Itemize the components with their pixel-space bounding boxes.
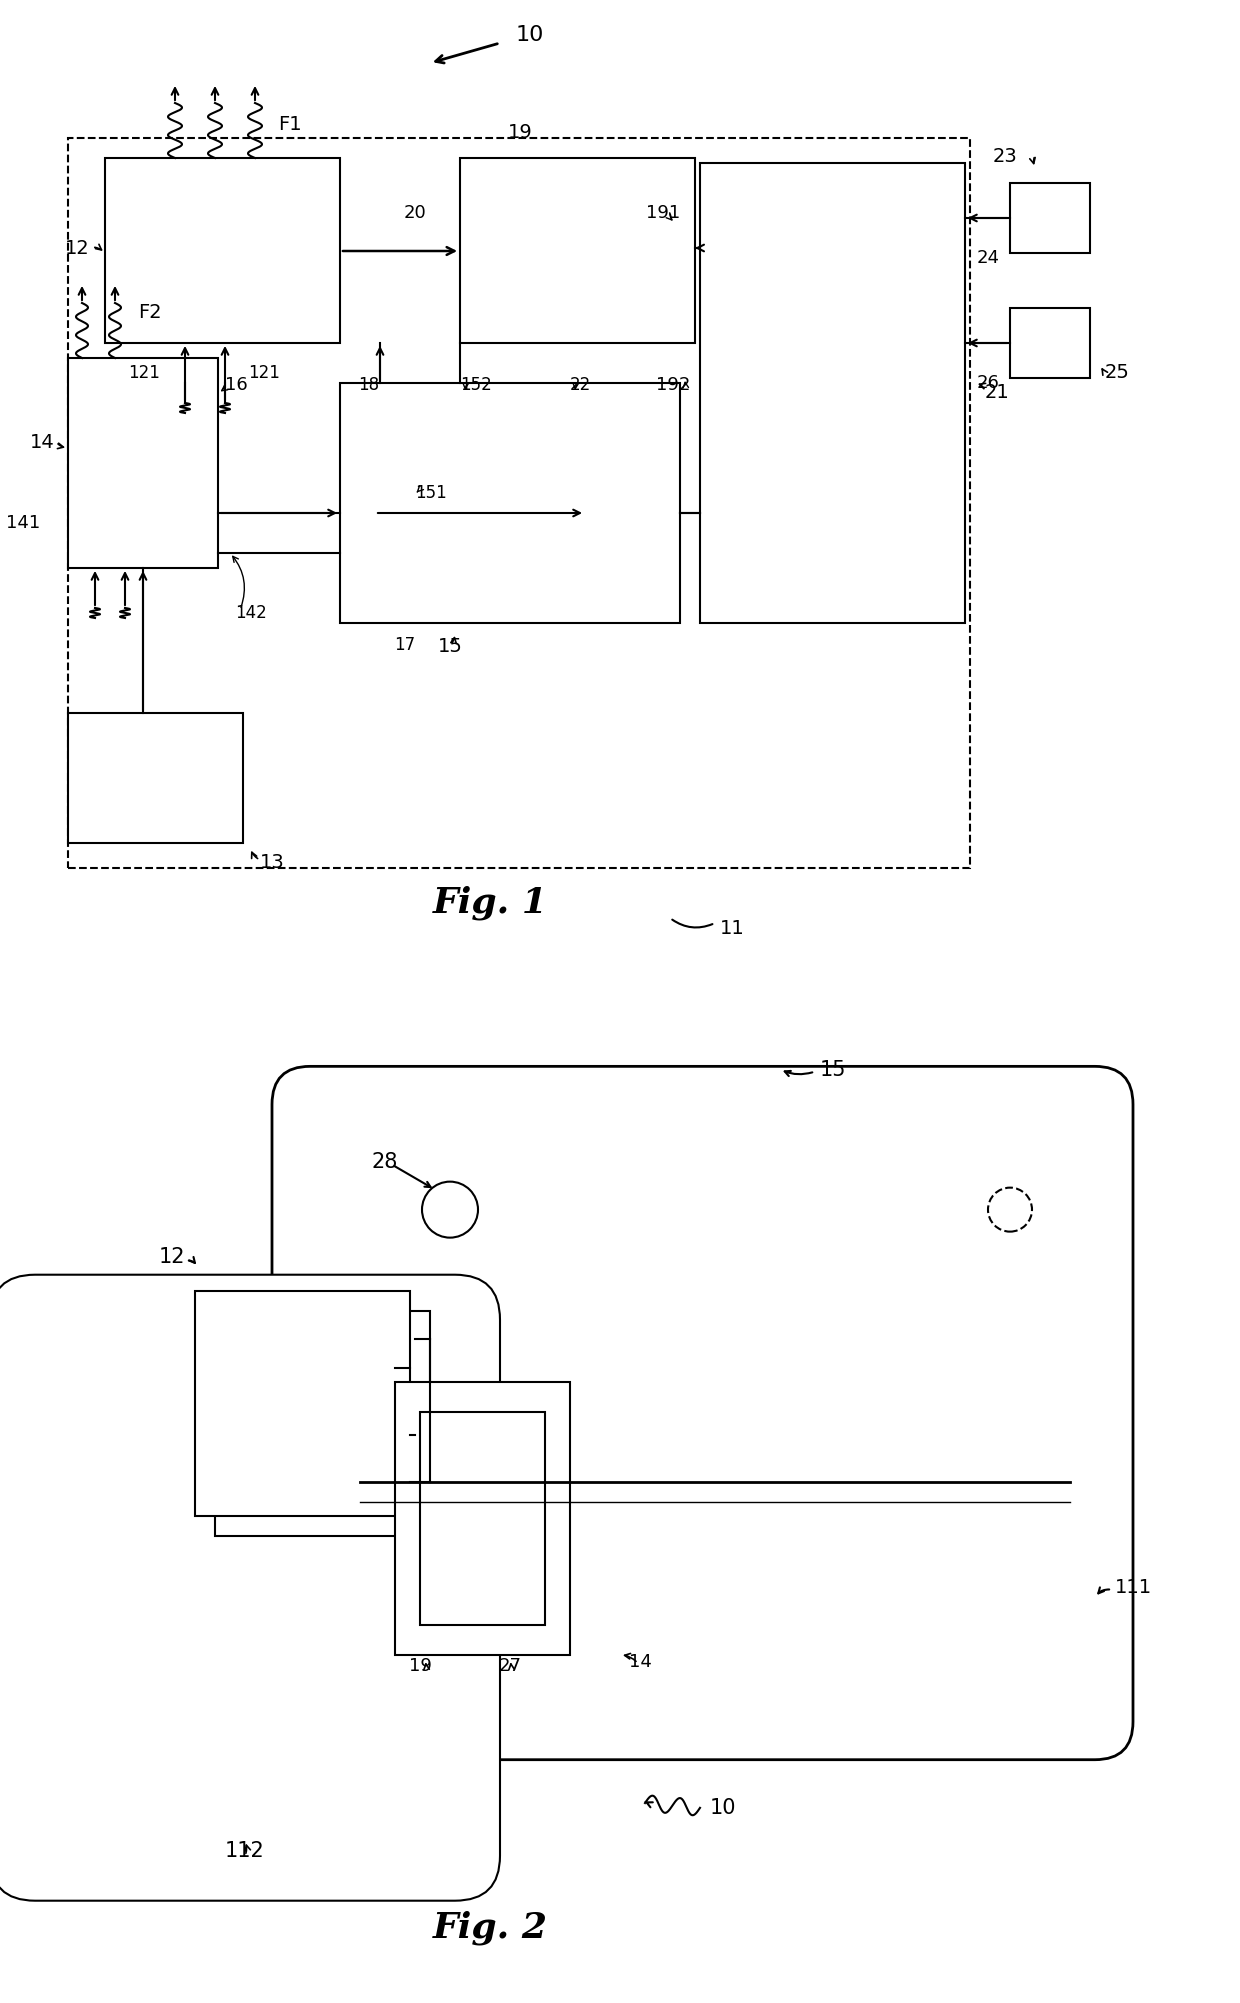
Text: 10: 10 [711,1799,737,1819]
Bar [105,158,340,343]
Text: 152: 152 [460,377,492,395]
Text: 27: 27 [498,1656,522,1675]
Bar [420,1412,546,1624]
Circle shape [422,1182,477,1238]
Text: 28: 28 [372,1152,398,1172]
Text: 12: 12 [66,238,91,258]
Text: 142: 142 [236,605,267,623]
Text: 22: 22 [570,377,591,395]
Bar [68,359,218,569]
Text: 21: 21 [985,383,1009,403]
Text: 11: 11 [720,919,745,937]
Text: 112: 112 [226,1841,265,1861]
Bar [1011,308,1090,379]
Text: 12: 12 [159,1248,185,1268]
Text: 18: 18 [358,377,379,395]
Bar [460,158,694,343]
Text: 17: 17 [394,637,415,655]
Bar [68,713,243,843]
Text: 15: 15 [438,637,463,657]
Text: 13: 13 [260,853,285,873]
Bar [215,1312,430,1536]
Text: 16: 16 [224,377,248,395]
Text: 111: 111 [1115,1578,1152,1596]
Text: 191: 191 [646,204,680,222]
Text: 19: 19 [408,1656,432,1675]
Text: 20: 20 [404,204,427,222]
Text: 10: 10 [516,24,544,44]
Text: 141: 141 [6,515,40,533]
Bar [1011,182,1090,252]
Text: F2: F2 [138,304,161,322]
Text: 23: 23 [993,148,1017,166]
Text: 24: 24 [977,248,999,266]
Circle shape [988,1188,1032,1232]
FancyBboxPatch shape [0,1274,500,1901]
Bar [68,138,970,867]
Text: 14: 14 [629,1652,651,1671]
Text: 19: 19 [507,124,532,142]
Text: F1: F1 [278,116,301,134]
Bar [340,383,680,623]
Text: 25: 25 [1105,363,1130,383]
Text: 15: 15 [820,1060,847,1080]
Text: 14: 14 [30,433,55,453]
Text: 26: 26 [977,375,999,393]
Text: 121: 121 [248,365,280,383]
Bar [396,1382,570,1654]
Text: 192: 192 [656,377,689,395]
Text: 121: 121 [128,365,160,383]
Bar [195,1292,410,1516]
Bar [701,162,965,623]
FancyBboxPatch shape [272,1066,1133,1761]
Text: Fig. 2: Fig. 2 [433,1911,548,1945]
Text: Fig. 1: Fig. 1 [433,885,548,919]
Text: 151: 151 [415,485,446,503]
